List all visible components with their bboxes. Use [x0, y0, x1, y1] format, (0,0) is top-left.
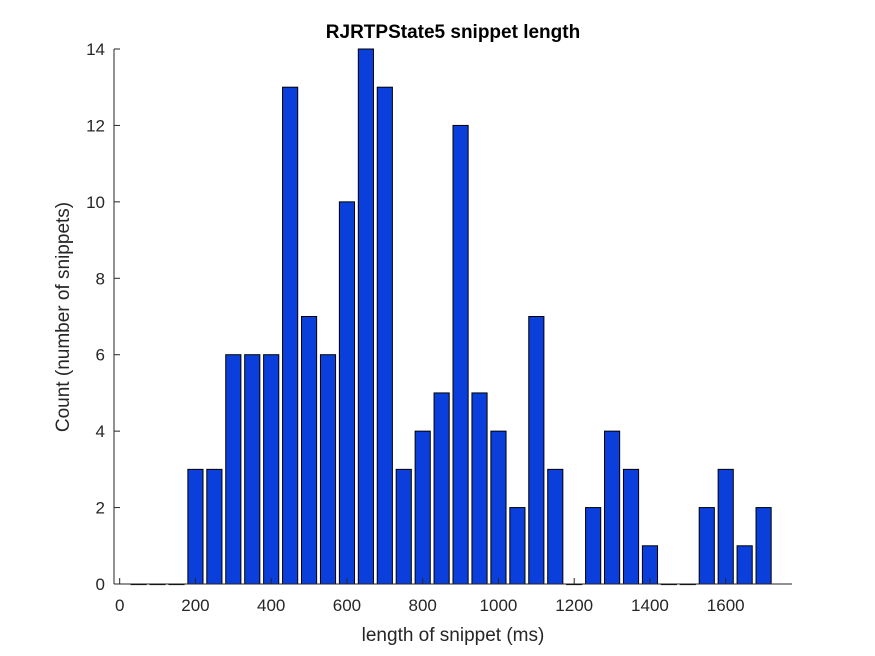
bar-200: [187, 468, 204, 585]
x-axis-label: length of snippet (ms): [362, 625, 545, 646]
y-axis-label: Count (number of snippets): [53, 202, 74, 432]
bar-1050: [509, 507, 526, 585]
bar-500: [300, 316, 318, 585]
x-tick-label-1200: 1200: [555, 596, 593, 615]
bar-1100: [528, 316, 545, 585]
x-tick-label-1000: 1000: [480, 596, 518, 615]
y-tick-label-12: 12: [86, 116, 105, 135]
y-ticks: 0 2 4 6 8 10 12 14: [86, 40, 120, 594]
bar-1700: [755, 507, 772, 585]
bar-1550: [698, 507, 715, 585]
bar-700: [376, 86, 393, 585]
bar-1600: [717, 468, 734, 585]
x-tick-label-200: 200: [181, 596, 209, 615]
bar-600: [338, 201, 356, 585]
chart-title: RJRTPState5 snippet length: [326, 22, 580, 43]
bar-1650: [736, 545, 753, 585]
y-tick-label-10: 10: [86, 193, 105, 212]
x-tick-label-1400: 1400: [631, 596, 669, 615]
bar-300: [225, 354, 242, 585]
axes: [113, 49, 792, 585]
bar-250: [206, 468, 223, 585]
bar-550: [319, 354, 337, 585]
x-tick-label-0: 0: [115, 596, 124, 615]
bar-900: [452, 124, 469, 585]
bar-800: [414, 430, 431, 585]
x-tick-label-1600: 1600: [707, 596, 745, 615]
y-tick-label-0: 0: [96, 575, 105, 594]
y-tick-label-14: 14: [86, 40, 105, 59]
bar-1350: [622, 468, 640, 585]
bar-1150: [547, 468, 564, 585]
bar-1250: [585, 507, 602, 585]
x-tick-label-400: 400: [257, 596, 285, 615]
bar-1000: [490, 430, 507, 585]
bar-350: [244, 354, 261, 585]
bar-750: [395, 468, 412, 585]
bar-950: [471, 392, 488, 585]
x-tick-label-600: 600: [333, 596, 361, 615]
y-tick-label-6: 6: [96, 346, 105, 365]
x-ticks: 0 200 400 600 800 1000 1200 1400 1600: [115, 578, 745, 615]
bar-850: [433, 392, 450, 585]
bar-650: [357, 48, 374, 585]
y-tick-label-8: 8: [96, 269, 105, 288]
y-tick-label-2: 2: [96, 499, 105, 518]
bar-400: [263, 354, 280, 585]
bar-1300: [604, 430, 621, 585]
x-tick-label-800: 800: [409, 596, 437, 615]
y-tick-label-4: 4: [96, 422, 105, 441]
bar-450: [282, 86, 299, 585]
